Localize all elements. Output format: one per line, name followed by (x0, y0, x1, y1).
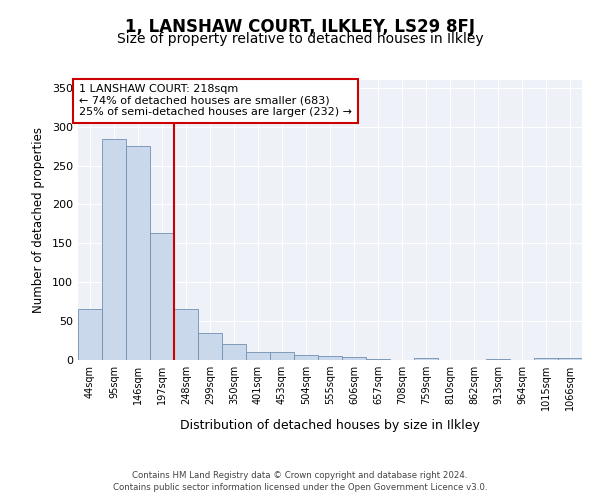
Text: Contains public sector information licensed under the Open Government Licence v3: Contains public sector information licen… (113, 482, 487, 492)
Bar (150, 233, 174, 360)
Bar (174, 308, 198, 360)
Bar (366, 359, 390, 360)
X-axis label: Distribution of detached houses by size in Ilkley: Distribution of detached houses by size … (180, 418, 480, 432)
Text: Size of property relative to detached houses in Ilkley: Size of property relative to detached ho… (116, 32, 484, 46)
Bar (414, 358, 438, 360)
Bar (126, 146, 150, 360)
Bar (78, 310, 102, 360)
Bar (246, 352, 270, 360)
Bar (222, 344, 246, 360)
Bar (534, 358, 558, 360)
Text: Contains HM Land Registry data © Crown copyright and database right 2024.: Contains HM Land Registry data © Crown c… (132, 472, 468, 480)
Bar (294, 356, 318, 360)
Bar (102, 139, 126, 360)
Bar (342, 357, 366, 360)
Text: 1, LANSHAW COURT, ILKLEY, LS29 8FJ: 1, LANSHAW COURT, ILKLEY, LS29 8FJ (125, 18, 475, 36)
Bar (270, 352, 294, 360)
Y-axis label: Number of detached properties: Number of detached properties (32, 127, 45, 313)
Bar (318, 356, 342, 360)
Bar (558, 358, 582, 360)
Bar (198, 333, 222, 360)
Bar (486, 359, 510, 360)
Text: 1 LANSHAW COURT: 218sqm
← 74% of detached houses are smaller (683)
25% of semi-d: 1 LANSHAW COURT: 218sqm ← 74% of detache… (79, 84, 352, 117)
